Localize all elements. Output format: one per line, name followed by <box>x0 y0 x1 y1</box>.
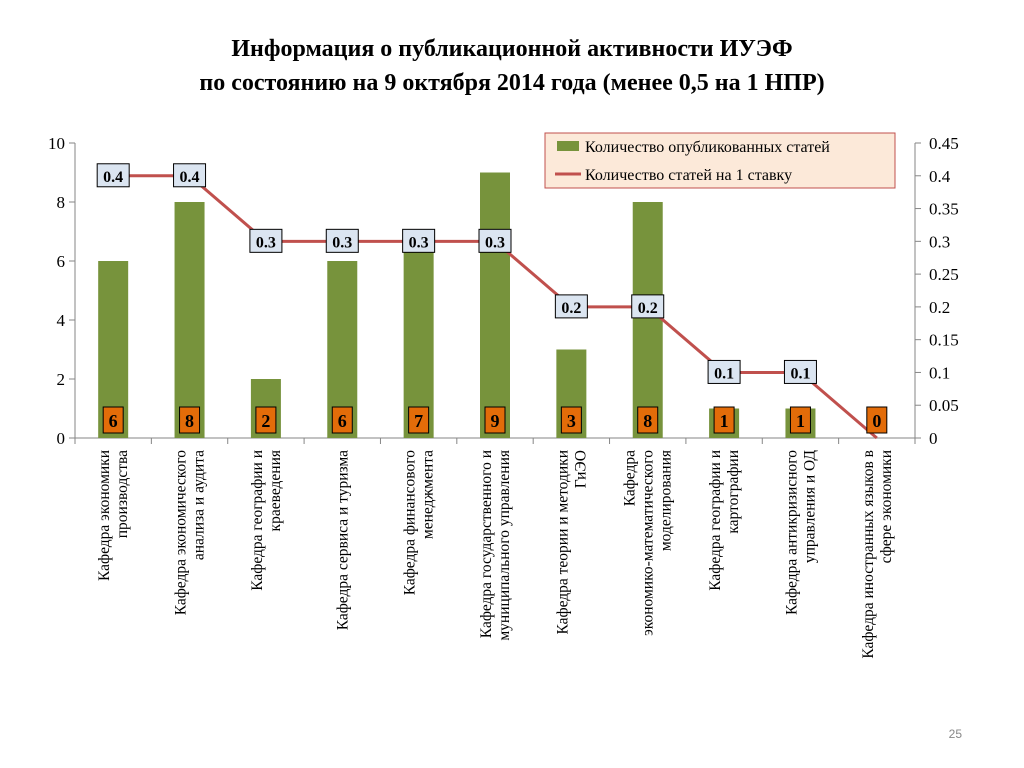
x-category-label: Кафедра антикризисногоуправления и ОД <box>783 450 818 615</box>
x-category-label: Кафедра географии икраеведения <box>249 450 284 591</box>
bar-data-label: 3 <box>567 411 576 431</box>
y-right-tick-label: 0.35 <box>929 200 959 219</box>
bar-data-label: 6 <box>109 411 118 431</box>
x-category-label: Кафедра экономикипроизводства <box>96 450 131 581</box>
x-category-label: Кафедра теории и методикиГиЭО <box>554 450 589 634</box>
bar-data-label-box <box>179 406 201 434</box>
line-data-label: 0.4 <box>103 169 123 186</box>
bar-data-label-box <box>866 406 888 434</box>
x-category-label: Кафедра географии икартографии <box>707 450 742 591</box>
line-data-label-box <box>325 228 359 253</box>
bar-data-label-box <box>102 406 124 434</box>
line-data-label-box <box>402 228 436 253</box>
page-number: 25 <box>948 727 962 741</box>
chart-title-line2: по состоянию на 9 октября 2014 года (мен… <box>199 70 825 96</box>
bar <box>403 231 434 438</box>
legend-bar-label: Количество опубликованных статей <box>585 139 830 156</box>
bar-data-label-box <box>560 406 582 434</box>
line-data-label-box <box>707 359 741 384</box>
y-right-tick-label: 0.3 <box>929 232 950 251</box>
x-category-label: Кафедра государственного имуниципального… <box>478 450 513 641</box>
bar <box>174 202 205 438</box>
y-right-tick-label: 0.05 <box>929 396 959 415</box>
x-category-label: Кафедра иностранных языков всфере эконом… <box>860 450 895 659</box>
line-data-label-box <box>249 228 283 253</box>
y-left-tick-label: 8 <box>57 193 66 212</box>
bar <box>632 202 663 438</box>
line-data-label: 0.2 <box>561 300 581 317</box>
bar-data-label-box <box>637 406 659 434</box>
x-category-label: Кафедраэкономико-математическогомоделиро… <box>622 450 675 636</box>
line-data-label: 0.3 <box>332 234 352 251</box>
bar-data-label-box <box>408 406 430 434</box>
x-category-label: Кафедра сервиса и туризма <box>334 450 351 630</box>
chart-title-line1: Информация о публикационной активности И… <box>231 36 793 62</box>
line-data-label: 0.3 <box>485 234 505 251</box>
line-data-label: 0.3 <box>256 234 276 251</box>
line-data-label: 0.1 <box>714 365 734 382</box>
bar-data-label: 1 <box>720 411 729 431</box>
y-right-tick-label: 0.15 <box>929 331 959 350</box>
bar-data-label: 1 <box>796 411 805 431</box>
y-left-tick-label: 4 <box>57 311 66 330</box>
legend-box <box>544 132 896 189</box>
line-data-label: 0.4 <box>180 169 200 186</box>
line-data-label: 0.2 <box>638 300 658 317</box>
line-data-label-box <box>783 359 817 384</box>
bar-data-label-box <box>255 406 277 434</box>
x-category-label: Кафедра финансовогоменеджмента <box>402 450 437 595</box>
bar-data-label: 8 <box>185 411 194 431</box>
bar-data-label: 2 <box>261 411 270 431</box>
y-left-tick-label: 2 <box>57 370 66 389</box>
bar <box>480 172 510 438</box>
y-right-tick-label: 0.45 <box>929 134 959 153</box>
bar-data-label: 7 <box>414 411 423 431</box>
y-left-tick-label: 6 <box>57 252 66 271</box>
line-data-label-box <box>96 163 130 188</box>
bar-data-label-box <box>789 406 811 434</box>
y-right-tick-label: 0 <box>929 429 938 448</box>
y-right-tick-label: 0.1 <box>929 363 950 382</box>
x-category-label: Кафедра экономическогоанализа и аудита <box>173 450 208 616</box>
bar-data-label-box <box>484 406 506 434</box>
bar-data-label-box <box>331 406 353 434</box>
y-left-tick-label: 10 <box>48 134 65 153</box>
bar-data-label: 8 <box>643 411 652 431</box>
bar-data-label: 9 <box>491 411 500 431</box>
bar-data-label-box <box>713 406 735 434</box>
line-data-label-box <box>554 294 588 319</box>
bar-data-label: 0 <box>872 411 881 431</box>
y-right-tick-label: 0.2 <box>929 298 950 317</box>
line-data-label: 0.1 <box>790 365 810 382</box>
y-left-tick-label: 0 <box>57 429 66 448</box>
line-data-label-box <box>173 163 207 188</box>
y-right-tick-label: 0.25 <box>929 265 959 284</box>
line-data-label-box <box>478 228 512 253</box>
legend-line-label: Количество статей на 1 ставку <box>585 167 792 184</box>
bar-data-label: 6 <box>338 411 347 431</box>
legend-bar-swatch <box>557 141 579 151</box>
line-data-label-box <box>631 294 665 319</box>
y-right-tick-label: 0.4 <box>929 167 951 186</box>
line-data-label: 0.3 <box>409 234 429 251</box>
